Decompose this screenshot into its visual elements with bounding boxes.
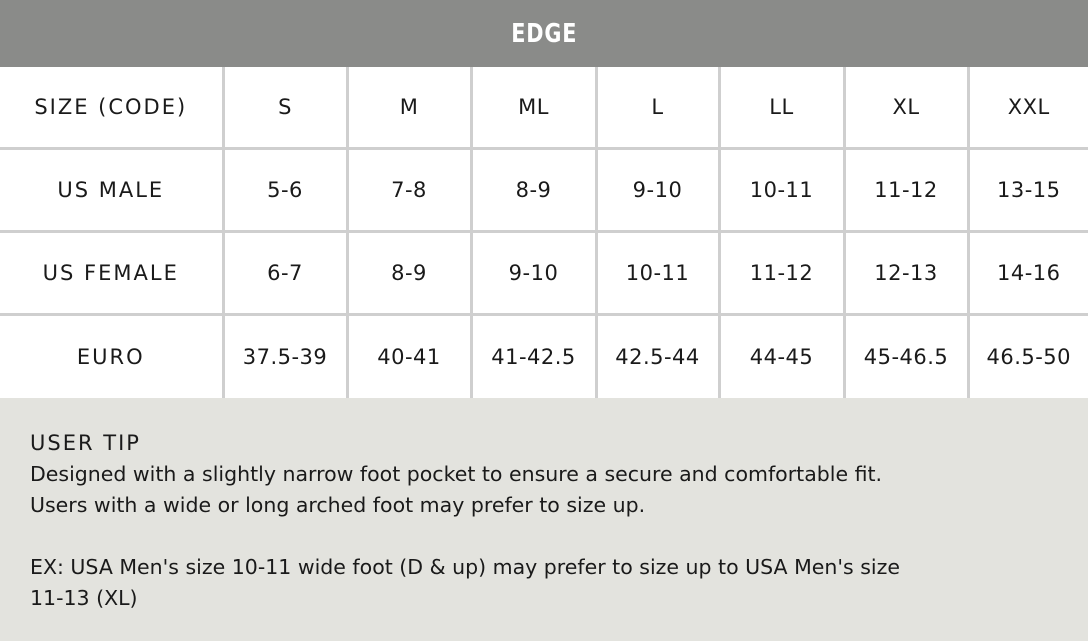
table-cell: 14-16 — [968, 231, 1088, 316]
tip-example: 11-13 (XL) — [30, 586, 138, 610]
chart-title: EDGE — [511, 18, 577, 49]
chart-title-bar: EDGE — [0, 0, 1088, 67]
table-cell: 11-12 — [844, 148, 970, 233]
table-cell: 11-12 — [719, 231, 846, 316]
table-cell: 10-11 — [719, 148, 846, 233]
table-cell: S — [223, 67, 349, 150]
row-label: US FEMALE — [0, 231, 225, 316]
table-cell: ML — [471, 67, 598, 150]
table-row: SIZE (CODE) S M ML L LL XL XXL — [0, 67, 1088, 150]
table-cell: 41-42.5 — [471, 314, 598, 398]
table-cell: 37.5-39 — [223, 314, 349, 398]
tip-example: EX: USA Men's size 10-11 wide foot (D & … — [30, 555, 900, 579]
table-row: US FEMALE 6-7 8-9 9-10 10-11 11-12 12-13 14-16 — [0, 231, 1088, 316]
table-cell: 12-13 — [844, 231, 970, 316]
table-cell: 10-11 — [596, 231, 721, 316]
table-cell: 8-9 — [347, 231, 473, 316]
table-cell: 6-7 — [223, 231, 349, 316]
table-cell: 8-9 — [471, 148, 598, 233]
tip-title: USER TIP — [30, 431, 141, 455]
row-label: EURO — [0, 314, 225, 398]
tip-line: Designed with a slightly narrow foot poc… — [30, 462, 883, 486]
size-table: SIZE (CODE) S M ML L LL XL XXL US MALE 5-6 7-8 8-9 9… — [0, 67, 1088, 398]
table-cell: LL — [719, 67, 846, 150]
table-cell: XXL — [968, 67, 1088, 150]
table-cell: 5-6 — [223, 148, 349, 233]
tip-line: Users with a wide or long arched foot ma… — [30, 493, 646, 517]
table-cell: 9-10 — [596, 148, 721, 233]
table-cell: 9-10 — [471, 231, 598, 316]
row-label: SIZE (CODE) — [0, 67, 225, 150]
table-cell: L — [596, 67, 721, 150]
table-cell: 7-8 — [347, 148, 473, 233]
table-row: US MALE 5-6 7-8 8-9 9-10 10-11 11-12 13-15 — [0, 148, 1088, 233]
table-cell: XL — [844, 67, 970, 150]
table-row: EURO 37.5-39 40-41 41-42.5 42.5-44 44-45 45-46… — [0, 314, 1088, 398]
row-label: US MALE — [0, 148, 225, 233]
table-cell: 45-46.5 — [844, 314, 970, 398]
table-cell: 40-41 — [347, 314, 473, 398]
table-cell: M — [347, 67, 473, 150]
user-tip: USER TIP Designed with a slightly narrow… — [30, 428, 1070, 614]
table-cell: 44-45 — [719, 314, 846, 398]
table-cell: 46.5-50 — [986, 345, 1072, 369]
table-cell: 13-15 — [968, 148, 1088, 233]
table-cell: 42.5-44 — [596, 314, 721, 398]
